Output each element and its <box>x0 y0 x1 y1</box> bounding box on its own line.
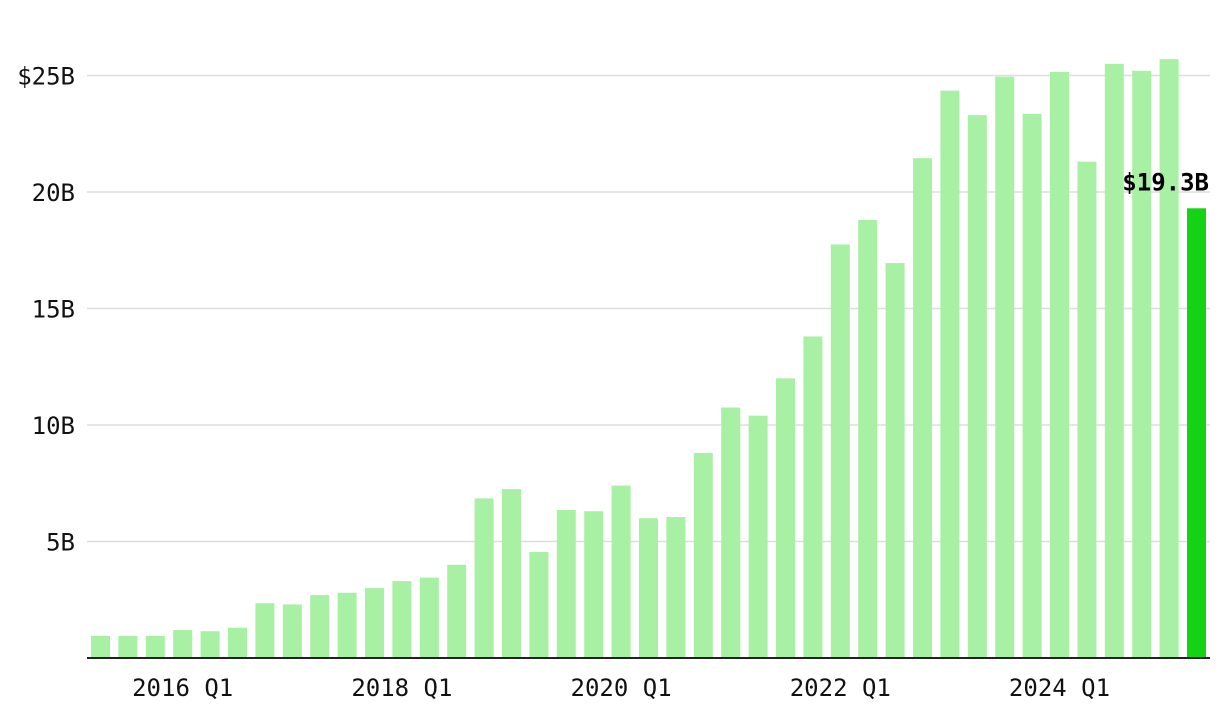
bar <box>584 511 604 658</box>
bar <box>365 588 384 658</box>
bar <box>885 263 905 658</box>
bar <box>529 551 549 658</box>
bar <box>228 627 247 658</box>
bar <box>392 581 412 658</box>
x-tick-label: 2018 Q1 <box>351 674 452 702</box>
y-tick-label: 5B <box>46 529 75 557</box>
bar <box>502 489 521 658</box>
bar <box>666 517 686 658</box>
highlight-data-label: $19.3B <box>1122 168 1209 196</box>
bars <box>91 59 1206 659</box>
bar <box>830 244 850 659</box>
bar <box>145 635 165 658</box>
bar <box>1050 72 1069 658</box>
bar <box>1104 63 1124 659</box>
highlighted-bar <box>1187 208 1206 658</box>
y-tick-label: $25B <box>17 63 75 91</box>
x-tick-label: 2024 Q1 <box>1009 674 1110 702</box>
x-tick-label: 2022 Q1 <box>790 674 891 702</box>
y-tick-label: 10B <box>32 412 75 440</box>
bar <box>858 219 878 658</box>
x-tick-label: 2016 Q1 <box>132 674 233 702</box>
bar <box>721 407 741 658</box>
bar <box>118 635 138 658</box>
bar <box>200 631 220 658</box>
bar <box>913 158 932 658</box>
bar <box>310 595 330 658</box>
bar <box>173 630 193 658</box>
y-tick-label: 15B <box>32 296 75 324</box>
bar <box>556 510 576 658</box>
bar <box>419 577 439 658</box>
bar <box>803 336 823 658</box>
bar <box>337 592 357 658</box>
bar <box>91 635 110 658</box>
bar <box>474 498 494 658</box>
x-axis-ticks: 2016 Q1 2018 Q1 2020 Q1 2022 Q1 2024 Q1 <box>132 674 1110 702</box>
bar <box>447 564 467 658</box>
bar <box>967 115 987 659</box>
bar <box>1159 59 1179 658</box>
bar <box>995 76 1015 659</box>
x-tick-label: 2020 Q1 <box>571 674 672 702</box>
bar <box>1022 113 1042 658</box>
y-tick-label: 20B <box>32 179 75 207</box>
bar <box>1132 70 1152 659</box>
bar <box>940 90 960 658</box>
bar <box>748 415 768 658</box>
bar <box>282 604 302 658</box>
bar <box>611 485 631 658</box>
bar <box>693 452 713 658</box>
bar <box>639 518 658 658</box>
y-axis-ticks: 5B 10B 15B 20B $25B <box>17 63 75 557</box>
bar <box>1077 161 1097 658</box>
bar <box>776 378 795 658</box>
bar <box>255 603 275 658</box>
